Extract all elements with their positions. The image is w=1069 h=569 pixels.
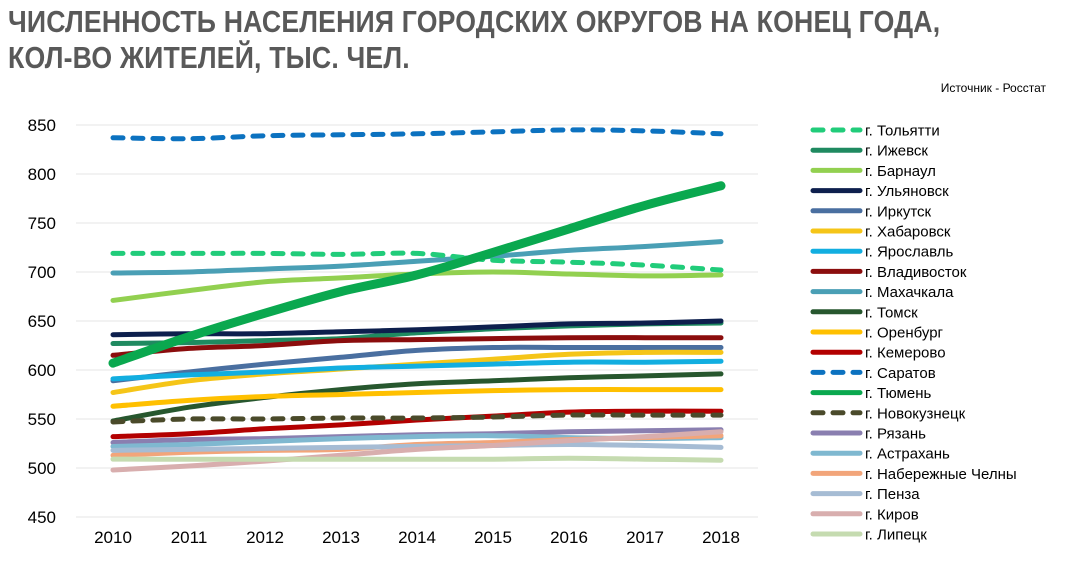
y-axis: 450 500 550 600 650 700 750 800 850 (28, 116, 56, 527)
series-line-томск (110, 371, 724, 424)
x-tick-label: 2011 (171, 528, 208, 547)
legend-item-махачкала: г. Махачкала (810, 284, 954, 301)
legend-label: г. Рязань (865, 426, 926, 443)
x-axis: 2010 2011 2012 2013 2014 2015 2016 2017 2018 (94, 528, 740, 547)
legend-item-астрахань: г. Астрахань (810, 446, 950, 463)
legend-label: г. Иркутск (865, 203, 932, 220)
series-line-иркутск (110, 344, 724, 384)
y-tick-label: 650 (28, 312, 56, 331)
series-line-махачкала (110, 239, 724, 276)
x-tick-label: 2014 (398, 528, 436, 547)
x-tick-label: 2012 (246, 528, 284, 547)
x-tick-label: 2018 (702, 528, 740, 547)
y-tick-label: 500 (28, 459, 56, 478)
legend-item-иркутск: г. Иркутск (810, 203, 932, 220)
legend-label: г. Барнаул (865, 163, 936, 180)
legend-label: г. Хабаровск (865, 224, 951, 241)
legend-label: г. Оренбург (865, 325, 944, 342)
legend-item-саратов: г. Саратов (810, 365, 936, 382)
legend-item-набережные-челны: г. Набережные Челны (810, 466, 1017, 483)
legend-label: г. Тольятти (865, 123, 940, 140)
legend-label: г. Кемерово (865, 345, 946, 362)
x-tick-label: 2010 (94, 528, 132, 547)
legend-label: г. Ярославль (865, 244, 953, 261)
legend-item-пенза: г. Пенза (810, 486, 920, 503)
legend-item-киров: г. Киров (810, 506, 919, 523)
series-line-липецк (110, 455, 724, 463)
series-line-ярославль (110, 358, 724, 382)
y-tick-label: 550 (28, 410, 56, 429)
source-note: Источник - Росстат (940, 81, 1046, 95)
legend-item-ижевск: г. Ижевск (810, 143, 928, 160)
legend-item-оренбург: г. Оренбург (810, 325, 944, 342)
series-line-тольятти (110, 250, 724, 273)
chart-title-line-1: ЧИСЛЕННОСТЬ НАСЕЛЕНИЯ ГОРОДСКИХ ОКРУГОВ … (8, 4, 941, 39)
series-line-пенза (110, 442, 724, 453)
legend-label: г. Ульяновск (865, 183, 949, 200)
legend-item-тольятти: г. Тольятти (810, 123, 940, 140)
y-tick-label: 600 (28, 361, 56, 380)
legend-label: г. Набережные Челны (865, 466, 1017, 483)
x-tick-label: 2015 (474, 528, 512, 547)
legend-label: г. Пенза (865, 486, 920, 503)
legend-item-ульяновск: г. Ульяновск (810, 183, 949, 200)
legend-label: г. Астрахань (865, 446, 950, 463)
legend-item-рязань: г. Рязань (810, 426, 926, 443)
series-line-оренбург (110, 387, 724, 409)
legend-item-липецк: г. Липецк (810, 527, 927, 544)
series-line-новокузнецк (110, 412, 724, 425)
legend: г. Тольятти г. Ижевск г. Барнаул г. Ульянов… (810, 123, 1017, 544)
x-tick-label: 2016 (550, 528, 588, 547)
legend-label: г. Владивосток (865, 264, 967, 281)
series-line-владивосток (110, 335, 724, 358)
legend-label: г. Тюмень (865, 385, 931, 402)
legend-label: г. Махачкала (865, 284, 954, 301)
chart-title-line-2: КОЛ-ВО ЖИТЕЛЕЙ, ТЫС. ЧЕЛ. (8, 40, 410, 75)
y-tick-label: 800 (28, 165, 56, 184)
legend-label: г. Липецк (865, 527, 927, 544)
y-tick-label: 750 (28, 214, 56, 233)
y-tick-label: 700 (28, 263, 56, 282)
legend-item-ярославль: г. Ярославль (810, 244, 953, 261)
legend-item-кемерово: г. Кемерово (810, 345, 946, 362)
legend-item-новокузнецк: г. Новокузнецк (810, 405, 966, 422)
legend-label: г. Новокузнецк (865, 405, 966, 422)
legend-label: г. Саратов (865, 365, 936, 382)
x-tick-label: 2017 (626, 528, 664, 547)
legend-item-хабаровск: г. Хабаровск (810, 224, 951, 241)
series-lines (108, 127, 726, 473)
y-tick-label: 450 (28, 508, 56, 527)
series-line-тюмень (108, 181, 726, 368)
legend-item-тюмень: г. Тюмень (810, 385, 931, 402)
legend-item-владивосток: г. Владивосток (810, 264, 967, 281)
legend-label: г. Ижевск (865, 143, 928, 160)
series-line-киров (110, 429, 724, 473)
x-tick-label: 2013 (322, 528, 360, 547)
legend-item-барнаул: г. Барнаул (810, 163, 936, 180)
legend-item-томск: г. Томск (810, 304, 918, 321)
y-tick-label: 850 (28, 116, 56, 135)
series-line-саратов (110, 127, 724, 142)
legend-label: г. Томск (865, 304, 918, 321)
legend-label: г. Киров (865, 506, 919, 523)
